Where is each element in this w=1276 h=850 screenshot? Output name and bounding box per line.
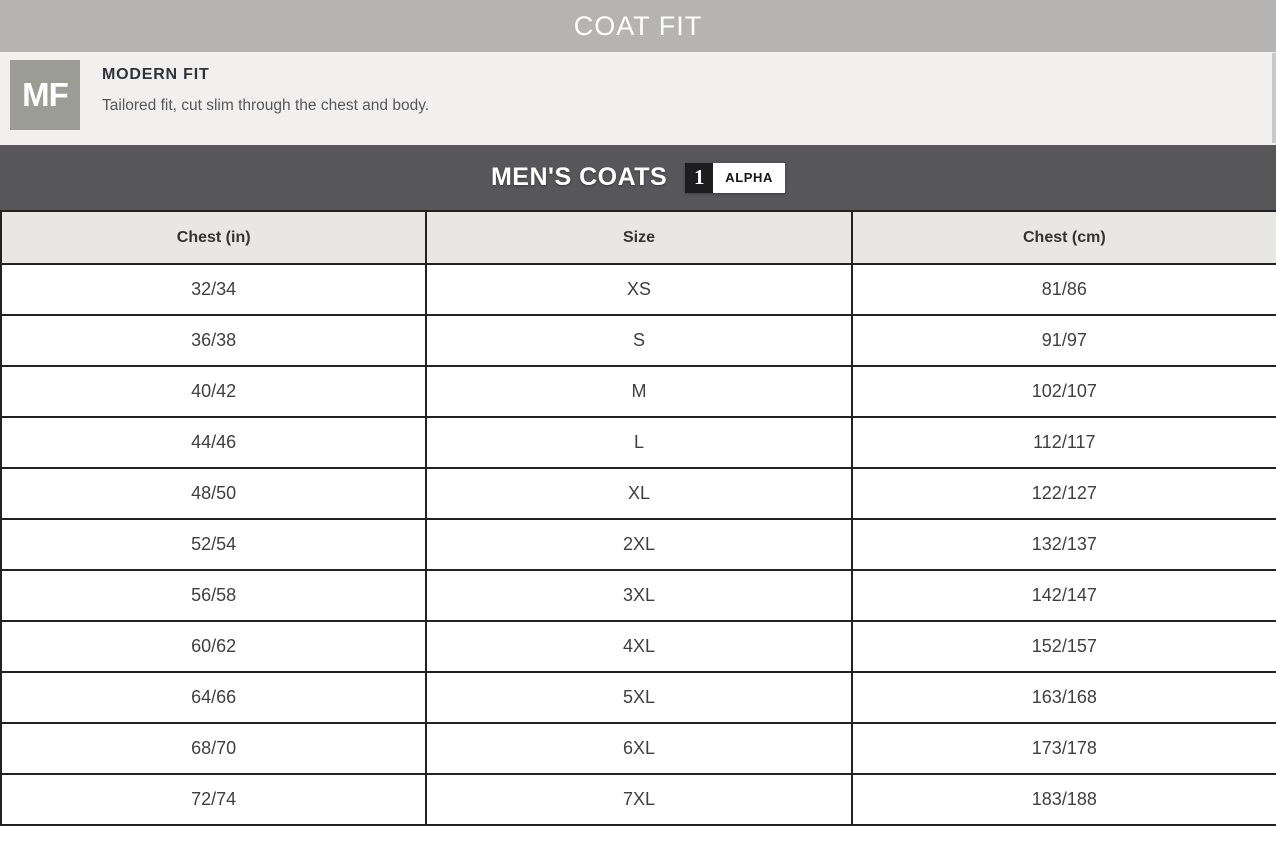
section-title: MEN'S COATS [490, 163, 668, 191]
table-row: 52/54 2XL 132/137 [0, 518, 1276, 571]
table-row: 72/74 7XL 183/188 [0, 773, 1276, 826]
size-cell: 4XL [425, 620, 853, 673]
table-row: 64/66 5XL 163/168 [0, 671, 1276, 724]
size-cell: XS [425, 263, 853, 316]
size-cell: 7XL [425, 773, 853, 826]
page-title: COAT FIT [573, 10, 703, 41]
size-cell: XL [425, 467, 853, 520]
size-cell: S [425, 314, 853, 367]
modern-fit-badge: MF [10, 60, 80, 130]
size-cell: 5XL [425, 671, 853, 724]
column-header-size: Size [425, 210, 853, 265]
chest-in-cell: 48/50 [0, 467, 428, 520]
chest-cm-cell: 142/147 [850, 569, 1276, 622]
mens-coats-header: MEN'S COATS 1 ALPHA [0, 145, 1276, 210]
chest-cm-cell: 173/178 [850, 722, 1276, 775]
fit-name: MODERN FIT [102, 66, 210, 83]
chest-in-cell: 56/58 [0, 569, 428, 622]
chest-cm-cell: 122/127 [850, 467, 1276, 520]
modern-fit-section: MF MODERN FIT Tailored fit, cut slim thr… [0, 52, 1276, 145]
coat-fit-header: COAT FIT [0, 0, 1276, 52]
size-table-head: Chest (in) Size Chest (cm) [0, 210, 1276, 265]
modern-fit-text-block: MODERN FIT Tailored fit, cut slim throug… [102, 60, 429, 115]
section-badge-group: 1 ALPHA [685, 162, 786, 193]
chest-in-cell: 40/42 [0, 365, 428, 418]
scrollbar-thumb[interactable] [1272, 53, 1276, 143]
chest-in-cell: 72/74 [0, 773, 428, 826]
table-row: 40/42 M 102/107 [0, 365, 1276, 418]
number-badge: 1 [685, 162, 714, 193]
header-row: Chest (in) Size Chest (cm) [0, 210, 1276, 265]
chest-in-cell: 60/62 [0, 620, 428, 673]
size-table-body: 32/34 XS 81/86 36/38 S 91/97 40/42 M 102/107 44/4… [0, 263, 1276, 826]
alpha-badge: ALPHA [713, 162, 786, 193]
chest-cm-cell: 163/168 [850, 671, 1276, 724]
chest-cm-cell: 132/137 [850, 518, 1276, 571]
table-row: 56/58 3XL 142/147 [0, 569, 1276, 622]
column-header-chest-cm: Chest (cm) [850, 210, 1276, 265]
table-row: 68/70 6XL 173/178 [0, 722, 1276, 775]
chest-cm-cell: 183/188 [850, 773, 1276, 826]
size-cell: 3XL [425, 569, 853, 622]
table-row: 60/62 4XL 152/157 [0, 620, 1276, 673]
size-chart-table: Chest (in) Size Chest (cm) 32/34 XS 81/86 3… [0, 210, 1276, 826]
chest-cm-cell: 81/86 [850, 263, 1276, 316]
size-cell: 6XL [425, 722, 853, 775]
chest-in-cell: 44/46 [0, 416, 428, 469]
size-cell: M [425, 365, 853, 418]
chest-in-cell: 32/34 [0, 263, 428, 316]
size-cell: 2XL [425, 518, 853, 571]
chest-in-cell: 68/70 [0, 722, 428, 775]
chest-cm-cell: 152/157 [850, 620, 1276, 673]
chest-cm-cell: 102/107 [850, 365, 1276, 418]
chest-in-cell: 52/54 [0, 518, 428, 571]
table-row: 48/50 XL 122/127 [0, 467, 1276, 520]
chest-cm-cell: 112/117 [850, 416, 1276, 469]
fit-description: Tailored fit, cut slim through the chest… [102, 97, 430, 114]
table-row: 36/38 S 91/97 [0, 314, 1276, 367]
chest-cm-cell: 91/97 [850, 314, 1276, 367]
table-row: 32/34 XS 81/86 [0, 263, 1276, 316]
size-cell: L [425, 416, 853, 469]
chest-in-cell: 36/38 [0, 314, 428, 367]
column-header-chest-in: Chest (in) [0, 210, 428, 265]
chest-in-cell: 64/66 [0, 671, 428, 724]
table-row: 44/46 L 112/117 [0, 416, 1276, 469]
